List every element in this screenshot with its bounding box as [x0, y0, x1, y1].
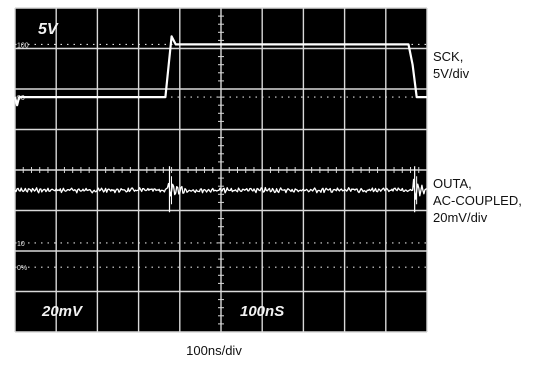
label-outa: OUTA, AC-COUPLED, 20mV/div: [433, 176, 522, 225]
marker-label: 90: [17, 95, 25, 102]
label-sck: SCK, 5V/div: [433, 49, 470, 81]
readout-bottom-center: 100nS: [240, 303, 284, 320]
marker-labels: 100 90 10 0%: [17, 42, 29, 272]
marker-label: 0%: [17, 265, 27, 272]
readout-bottom-left: 20mV: [41, 303, 84, 320]
marker-label: 100: [17, 42, 29, 49]
outa-transients: [168, 166, 418, 213]
marker-label: 10: [17, 241, 25, 248]
series-line-outa: [14, 178, 428, 200]
timebase-caption: 100ns/div: [186, 343, 242, 358]
graticule: [14, 7, 428, 333]
readout-top-left: 5V: [38, 21, 59, 38]
series-line-sck: [13, 35, 427, 107]
